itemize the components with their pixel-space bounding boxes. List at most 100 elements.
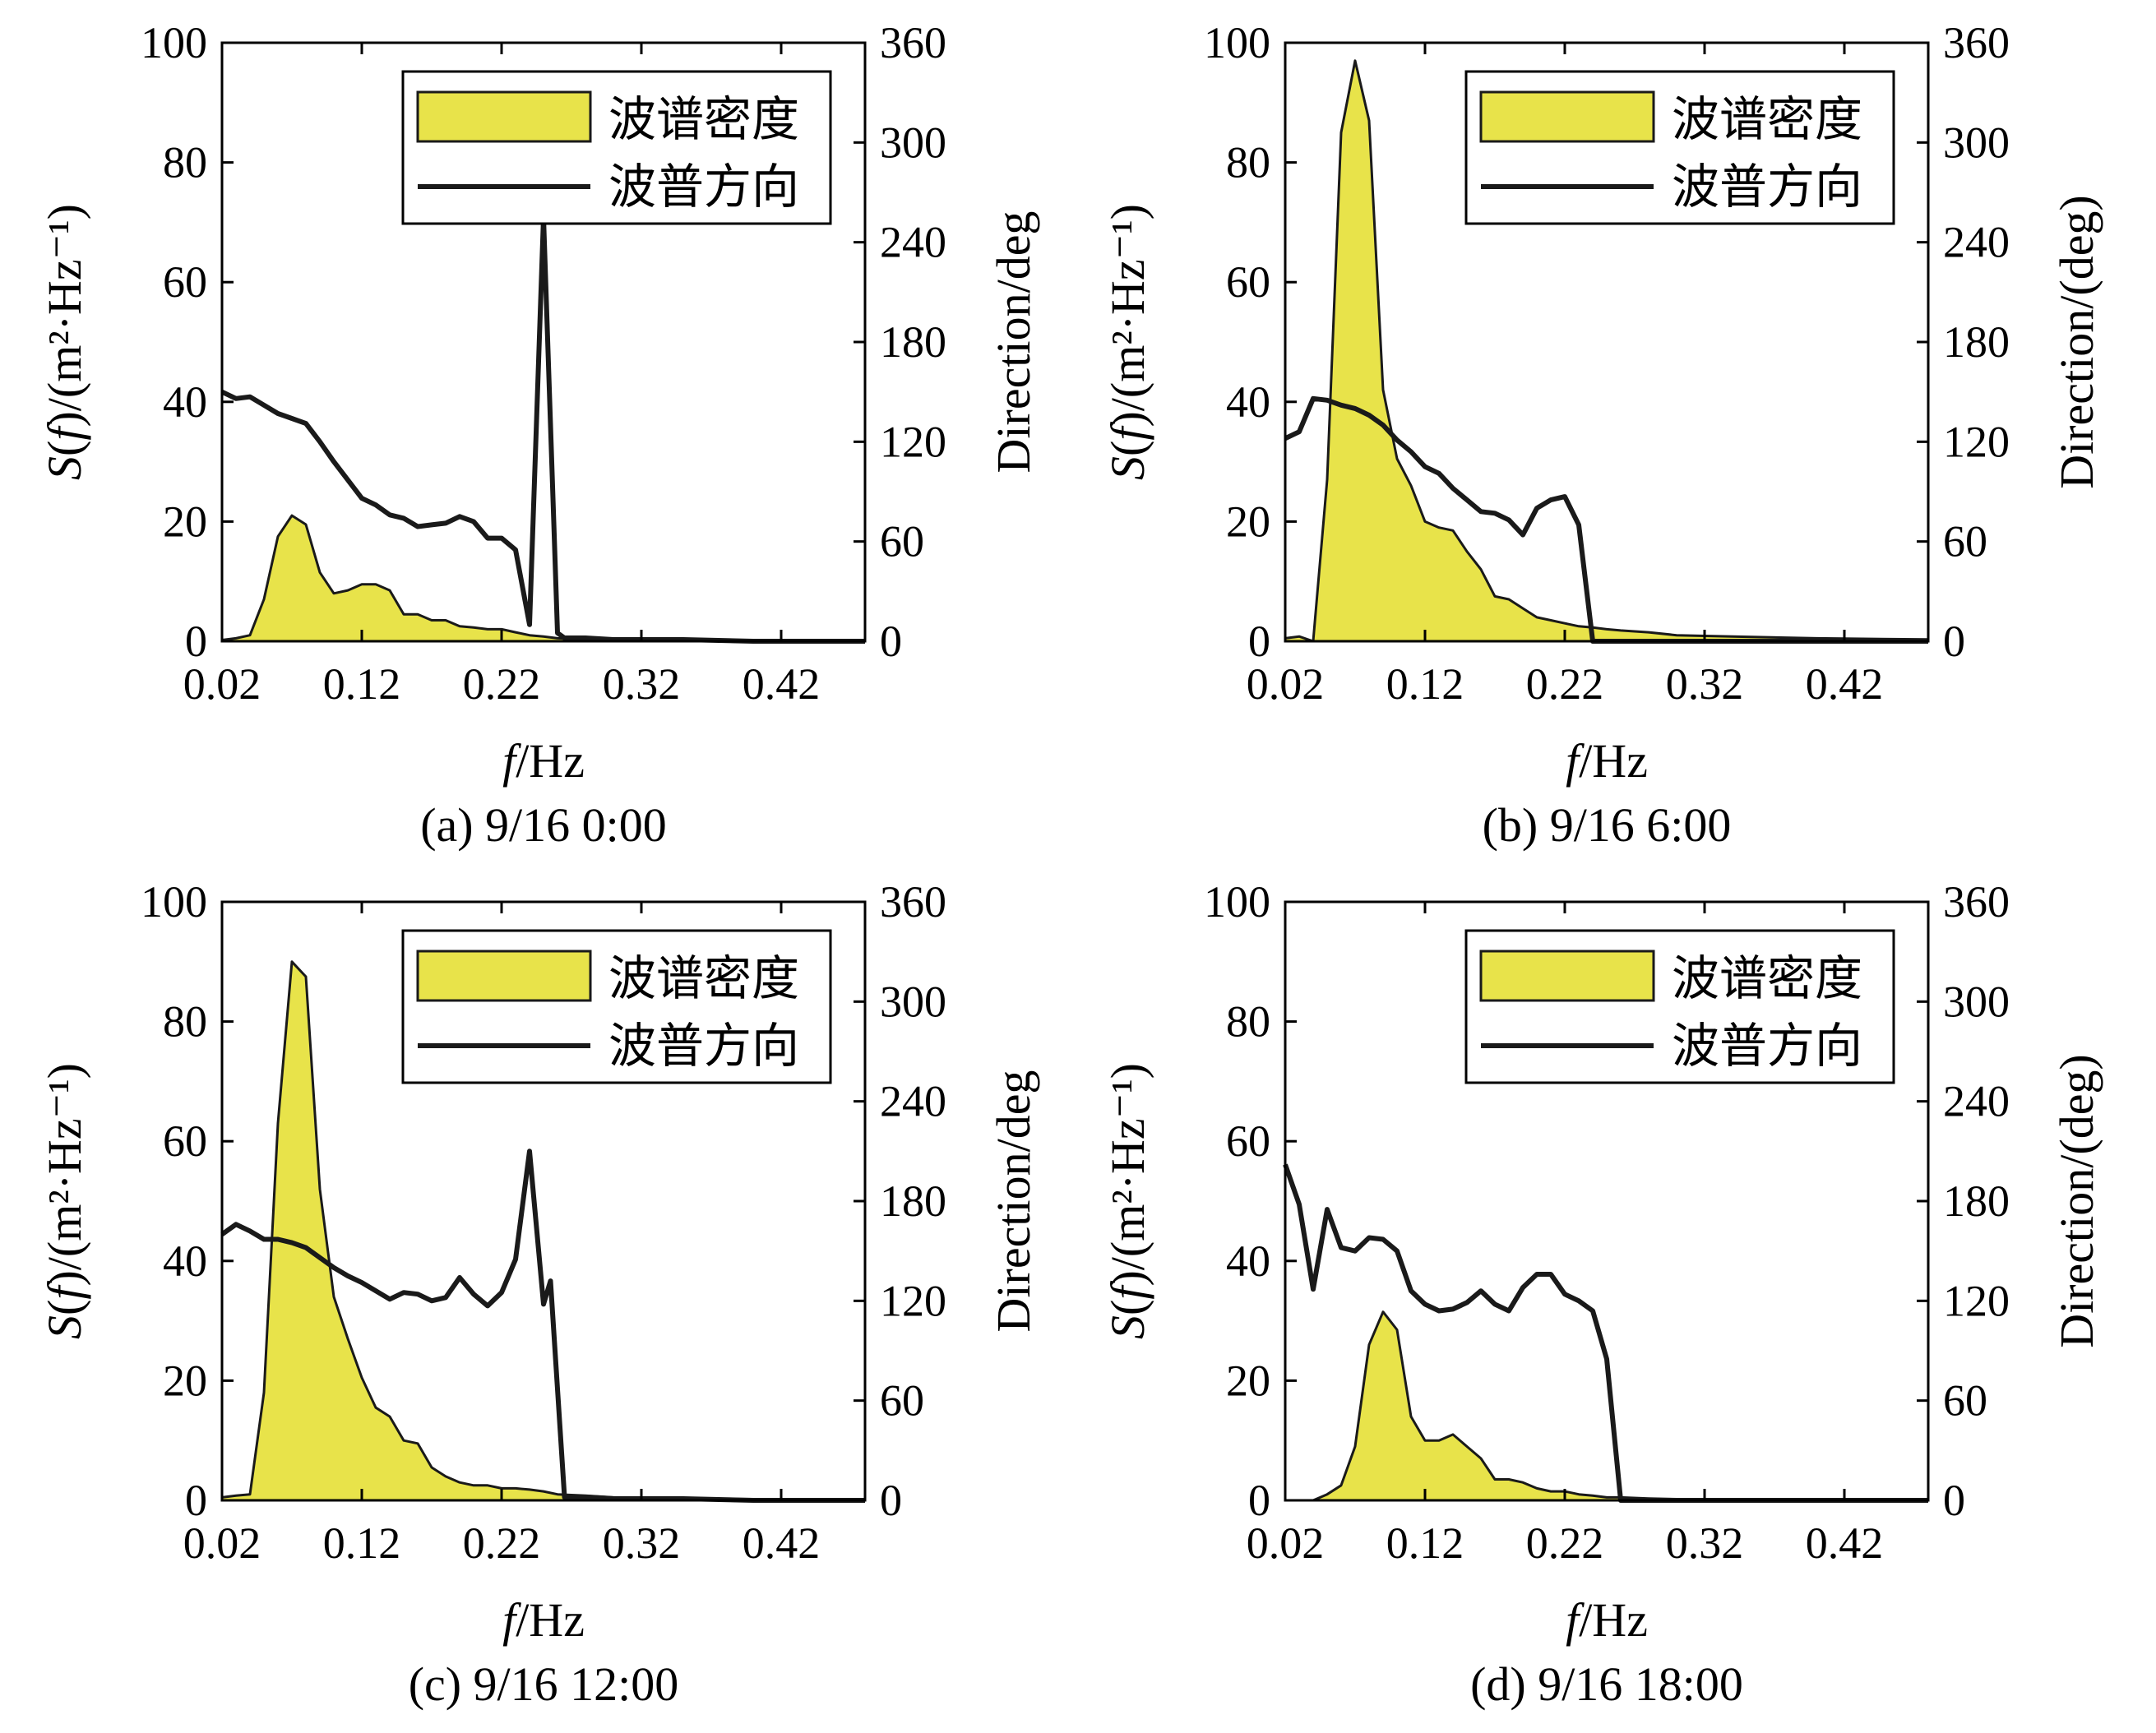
y-left-label-paren-close: ): [1101, 411, 1154, 427]
x-tick-label: 0.12: [1386, 1518, 1464, 1568]
panel-caption: (b) 9/16 6:00: [1483, 798, 1732, 852]
y-left-tick-label: 0: [185, 617, 207, 666]
y-left-label-s: S: [38, 1315, 91, 1339]
y-left-tick-label: 0: [1248, 617, 1270, 666]
y-left-label-unit: /(m²·Hz⁻¹): [38, 1063, 91, 1270]
y-right-tick-label: 360: [1943, 18, 2010, 67]
y-left-label-paren-open: (: [1101, 441, 1154, 456]
y-right-tick-label: 240: [880, 218, 946, 267]
y-left-label-s: S: [1101, 1315, 1154, 1339]
y-left-axis-label: S(f)/(m²·Hz⁻¹): [1101, 204, 1154, 480]
y-left-tick-label: 0: [1248, 1476, 1270, 1525]
y-right-tick-label: 180: [1943, 1176, 2010, 1226]
y-left-label-paren-close: ): [1101, 1270, 1154, 1286]
y-left-tick-label: 80: [163, 997, 207, 1047]
y-right-tick-label: 300: [880, 977, 946, 1026]
y-right-tick-label: 60: [1943, 517, 1987, 566]
y-right-tick-label: 120: [880, 417, 946, 466]
y-left-axis-label: S(f)/(m²·Hz⁻¹): [38, 1063, 91, 1339]
y-left-label-unit: /(m²·Hz⁻¹): [38, 204, 91, 411]
y-right-axis-label: Direction/deg: [987, 1070, 1040, 1333]
y-left-label-paren-open: (: [38, 1300, 91, 1315]
y-left-tick-label: 40: [1226, 377, 1270, 427]
y-right-axis-label: Direction/(deg): [2050, 195, 2103, 489]
legend-density-swatch: [416, 90, 592, 143]
x-tick-label: 0.22: [463, 1518, 541, 1568]
legend-density-swatch: [1479, 950, 1655, 1002]
panel-caption: (d) 9/16 18:00: [1470, 1657, 1743, 1711]
direction-line: [220, 1148, 865, 1503]
legend-density-label: 波谱密度: [1672, 93, 1862, 146]
chart-panel-b: 0.02 0.12 0.22 0.32 0.42 0 20 40 60 80 100 0 60 120 18…: [1101, 18, 2103, 852]
legend-direction-label: 波普方向: [1672, 1019, 1862, 1073]
y-left-tick-label: 100: [141, 18, 207, 67]
x-axis-label-unit: /Hz: [1579, 734, 1648, 788]
y-left-tick-label: 100: [141, 877, 207, 927]
y-left-label-paren-open: (: [38, 441, 91, 456]
x-tick-label: 0.22: [1526, 659, 1604, 709]
y-right-tick-label: 300: [1943, 118, 2010, 167]
x-tick-label: 0.02: [1247, 1518, 1325, 1568]
legend-direction-label: 波普方向: [1672, 160, 1862, 214]
y-left-tick-label: 20: [163, 1356, 207, 1405]
density-area: [1284, 59, 1930, 643]
y-right-tick-label: 180: [1943, 317, 2010, 367]
y-left-tick-label: 20: [1226, 1356, 1270, 1405]
x-tick-label: 0.42: [1806, 659, 1884, 709]
x-tick-label: 0.42: [743, 1518, 821, 1568]
y-right-tick-label: 120: [1943, 417, 2010, 466]
density-area: [1284, 1310, 1930, 1502]
x-tick-label: 0.32: [1666, 1518, 1744, 1568]
y-left-tick-label: 60: [1226, 257, 1270, 307]
x-tick-label: 0.42: [743, 659, 821, 709]
x-tick-label: 0.22: [463, 659, 541, 709]
x-tick-label: 0.12: [323, 1518, 401, 1568]
y-left-tick-label: 40: [163, 1236, 207, 1286]
y-left-label-s: S: [38, 456, 91, 480]
y-right-tick-label: 360: [880, 877, 946, 927]
y-left-label-paren-close: ): [38, 411, 91, 427]
legend-density-label: 波谱密度: [608, 93, 799, 146]
y-right-tick-label: 360: [880, 18, 946, 67]
x-tick-label: 0.02: [183, 659, 261, 709]
y-right-tick-label: 300: [880, 118, 946, 167]
y-left-tick-label: 60: [163, 1116, 207, 1166]
x-axis-label: f/Hz: [1566, 734, 1648, 788]
y-right-tick-label: 60: [880, 1376, 924, 1426]
panel-caption: (a) 9/16 0:00: [420, 798, 667, 852]
y-left-tick-label: 20: [163, 497, 207, 546]
y-right-tick-label: 120: [880, 1276, 946, 1325]
direction-line: [1284, 395, 1928, 644]
legend-box: [401, 929, 832, 1084]
y-left-label-s: S: [1101, 456, 1154, 480]
x-tick-label: 0.02: [1247, 659, 1325, 709]
y-left-tick-label: 40: [1226, 1236, 1270, 1286]
density-area: [220, 514, 867, 643]
x-tick-label: 0.32: [603, 1518, 681, 1568]
y-right-axis-label: Direction/(deg): [2050, 1054, 2103, 1348]
chart-panel-d: 0.02 0.12 0.22 0.32 0.42 0 20 40 60 80 100 0 60 120 18…: [1101, 877, 2103, 1711]
x-tick-label: 0.12: [1386, 659, 1464, 709]
y-right-tick-label: 240: [880, 1077, 946, 1126]
x-axis-label: f/Hz: [502, 1593, 585, 1647]
y-left-tick-label: 100: [1204, 877, 1270, 927]
legend-direction-label: 波普方向: [608, 160, 799, 214]
y-left-tick-label: 0: [185, 1476, 207, 1525]
y-right-tick-label: 360: [1943, 877, 2010, 927]
y-left-tick-label: 20: [1226, 497, 1270, 546]
x-axis-label-unit: /Hz: [516, 1593, 585, 1647]
y-left-tick-label: 40: [163, 377, 207, 427]
legend-density-swatch: [1479, 90, 1655, 143]
y-right-tick-label: 0: [880, 1476, 902, 1525]
y-left-axis-label: S(f)/(m²·Hz⁻¹): [1101, 1063, 1154, 1339]
x-axis-label-unit: /Hz: [516, 734, 585, 788]
y-right-tick-label: 60: [880, 517, 924, 566]
y-left-tick-label: 60: [1226, 1116, 1270, 1166]
legend-density-label: 波谱密度: [608, 952, 799, 1005]
y-right-tick-label: 120: [1943, 1276, 2010, 1325]
panel-caption: (c) 9/16 12:00: [409, 1657, 679, 1711]
y-left-axis-label: S(f)/(m²·Hz⁻¹): [38, 204, 91, 480]
y-left-label-paren-open: (: [1101, 1300, 1154, 1315]
